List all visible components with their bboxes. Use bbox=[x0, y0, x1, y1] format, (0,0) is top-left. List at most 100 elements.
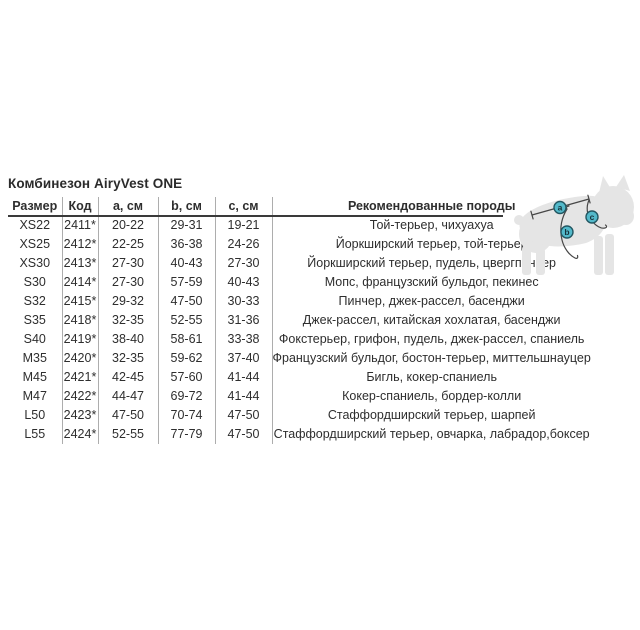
cell-c: 31-36 bbox=[215, 311, 273, 330]
cell-c: 27-30 bbox=[215, 254, 273, 273]
cell-breeds: Стаффордширский терьер, шарпей bbox=[327, 408, 536, 422]
cell-code: 2412* bbox=[62, 235, 99, 254]
size-table-container: Размер Код a, см b, см c, см Рекомендова… bbox=[8, 197, 591, 444]
cell-a: 32-35 bbox=[98, 349, 159, 368]
table-row: M35 2420* 32-35 59-62 37-40 Французский … bbox=[8, 349, 591, 368]
cell-code: 2411* bbox=[62, 216, 99, 235]
cell-b: 57-59 bbox=[158, 273, 216, 292]
marker-a-label: a bbox=[558, 203, 563, 213]
column-header-breeds: Рекомендованные породы bbox=[347, 199, 516, 213]
cell-b: 57-60 bbox=[158, 368, 216, 387]
cell-b: 59-62 bbox=[158, 349, 216, 368]
cell-breeds: Фокстерьер, грифон, пудель, джек-рассел,… bbox=[278, 332, 585, 346]
cell-a: 42-45 bbox=[98, 368, 159, 387]
cell-code: 2420* bbox=[62, 349, 99, 368]
cell-size: S30 bbox=[8, 273, 63, 292]
cell-size: S40 bbox=[8, 330, 63, 349]
measurement-markers: a b c bbox=[553, 200, 599, 239]
cell-code: 2421* bbox=[62, 368, 99, 387]
table-row: XS30 2413* 27-30 40-43 27-30 Йоркширский… bbox=[8, 254, 591, 273]
cell-code: 2415* bbox=[62, 292, 99, 311]
cell-b: 52-55 bbox=[158, 311, 216, 330]
cell-size: M35 bbox=[8, 349, 63, 368]
cell-b: 29-31 bbox=[158, 216, 216, 235]
cell-breeds: Мопс, французский бульдог, пекинес bbox=[324, 275, 539, 289]
cell-breeds: Кокер-спаниель, бордер-колли bbox=[342, 389, 522, 403]
column-header-code: Код bbox=[62, 197, 99, 216]
cell-size: XS25 bbox=[8, 235, 63, 254]
marker-b-label: b bbox=[564, 227, 569, 237]
cell-c: 33-38 bbox=[215, 330, 273, 349]
cell-size: S32 bbox=[8, 292, 63, 311]
table-row: S32 2415* 29-32 47-50 30-33 Пинчер, джек… bbox=[8, 292, 591, 311]
cell-c: 40-43 bbox=[215, 273, 273, 292]
marker-a: a bbox=[553, 200, 567, 215]
header-row: Размер Код a, см b, см c, см Рекомендова… bbox=[8, 197, 591, 216]
table-row: XS25 2412* 22-25 36-38 24-26 Йоркширский… bbox=[8, 235, 591, 254]
cell-size: XS22 bbox=[8, 216, 63, 235]
table-row: M45 2421* 42-45 57-60 41-44 Бигль, кокер… bbox=[8, 368, 591, 387]
cell-code: 2419* bbox=[62, 330, 99, 349]
cell-size: M47 bbox=[8, 387, 63, 406]
cell-breeds: Джек-рассел, китайская хохлатая, басендж… bbox=[302, 313, 561, 327]
cell-breeds: Пинчер, джек-рассел, басенджи bbox=[338, 294, 525, 308]
page-title: Комбинезон AiryVest ONE bbox=[8, 176, 183, 191]
cell-size: S35 bbox=[8, 311, 63, 330]
table-row: S30 2414* 27-30 57-59 40-43 Мопс, францу… bbox=[8, 273, 591, 292]
cell-breeds: Бигль, кокер-спаниель bbox=[366, 370, 497, 384]
table-row: XS22 2411* 20-22 29-31 19-21 Той-терьер,… bbox=[8, 216, 591, 235]
cell-b: 58-61 bbox=[158, 330, 216, 349]
cell-code: 2413* bbox=[62, 254, 99, 273]
cell-code: 2422* bbox=[62, 387, 99, 406]
cell-a: 20-22 bbox=[98, 216, 159, 235]
cell-a: 22-25 bbox=[98, 235, 159, 254]
dog-measurement-diagram: a b c bbox=[514, 175, 634, 275]
cell-b: 47-50 bbox=[158, 292, 216, 311]
cell-breeds: Французский бульдог, бостон-терьер, митт… bbox=[272, 351, 591, 365]
marker-c: c bbox=[585, 210, 599, 224]
marker-c-label: c bbox=[590, 212, 595, 222]
cell-a: 38-40 bbox=[98, 330, 159, 349]
column-header-size: Размер bbox=[8, 197, 63, 216]
cell-size: L55 bbox=[8, 425, 63, 444]
header-underline bbox=[8, 215, 503, 217]
cell-c: 47-50 bbox=[215, 406, 273, 425]
cell-c: 41-44 bbox=[215, 387, 273, 406]
cell-breeds: Йоркширский терьер, пудель, цвергпинчер bbox=[307, 256, 557, 270]
cell-c: 37-40 bbox=[215, 349, 273, 368]
cell-code: 2418* bbox=[62, 311, 99, 330]
cell-c: 24-26 bbox=[215, 235, 273, 254]
cell-c: 19-21 bbox=[215, 216, 273, 235]
cell-c: 47-50 bbox=[215, 425, 273, 444]
cell-a: 27-30 bbox=[98, 254, 159, 273]
cell-a: 52-55 bbox=[98, 425, 159, 444]
table-row: L50 2423* 47-50 70-74 47-50 Стаффордширс… bbox=[8, 406, 591, 425]
cell-size: XS30 bbox=[8, 254, 63, 273]
cell-a: 29-32 bbox=[98, 292, 159, 311]
cell-c: 41-44 bbox=[215, 368, 273, 387]
cell-c: 30-33 bbox=[215, 292, 273, 311]
cell-breeds: Той-терьер, чихуахуа bbox=[369, 218, 494, 232]
cell-breeds: Стаффордширский терьер, овчарка, лабрадо… bbox=[273, 427, 590, 441]
column-header-a: a, см bbox=[98, 197, 159, 216]
size-table: Размер Код a, см b, см c, см Рекомендова… bbox=[8, 197, 591, 444]
cell-b: 70-74 bbox=[158, 406, 216, 425]
cell-code: 2424* bbox=[62, 425, 99, 444]
cell-b: 69-72 bbox=[158, 387, 216, 406]
column-header-b: b, см bbox=[158, 197, 216, 216]
table-row: S40 2419* 38-40 58-61 33-38 Фокстерьер, … bbox=[8, 330, 591, 349]
cell-b: 77-79 bbox=[158, 425, 216, 444]
cell-a: 47-50 bbox=[98, 406, 159, 425]
cell-b: 40-43 bbox=[158, 254, 216, 273]
cell-code: 2414* bbox=[62, 273, 99, 292]
cell-size: M45 bbox=[8, 368, 63, 387]
dog-silhouette-icon bbox=[514, 175, 634, 275]
cell-code: 2423* bbox=[62, 406, 99, 425]
table-row: L55 2424* 52-55 77-79 47-50 Стаффордширс… bbox=[8, 425, 591, 444]
table-row: S35 2418* 32-35 52-55 31-36 Джек-рассел,… bbox=[8, 311, 591, 330]
column-header-c: c, см bbox=[215, 197, 273, 216]
cell-a: 44-47 bbox=[98, 387, 159, 406]
cell-b: 36-38 bbox=[158, 235, 216, 254]
marker-b: b bbox=[560, 225, 574, 239]
